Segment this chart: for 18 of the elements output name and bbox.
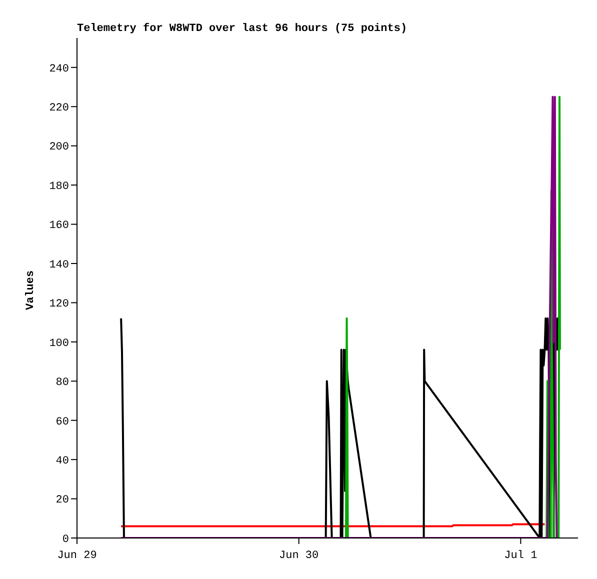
y-tick-label: 180	[49, 180, 69, 193]
y-tick-label: 240	[49, 63, 69, 76]
y-axis-title: Values	[25, 270, 37, 310]
y-tick-label: 220	[49, 102, 69, 115]
x-tick-label: Jun 30	[279, 550, 319, 562]
y-tick-label: 100	[49, 338, 69, 350]
y-tick-label: 60	[56, 416, 69, 428]
y-tick-label: 160	[49, 220, 69, 232]
y-tick-label: 0	[62, 534, 69, 546]
y-tick-label: 200	[49, 142, 69, 154]
chart-title: Telemetry for W8WTD over last 96 hours (75 points)	[77, 23, 408, 35]
y-tick-label: 120	[49, 298, 69, 311]
y-tick-label: 140	[49, 259, 69, 272]
y-tick-label: 80	[56, 377, 69, 390]
y-tick-label: 20	[56, 494, 69, 507]
y-tick-label: 40	[56, 455, 69, 468]
x-tick-label: Jun 29	[57, 550, 97, 562]
x-tick-label: Jul 1	[504, 550, 538, 562]
